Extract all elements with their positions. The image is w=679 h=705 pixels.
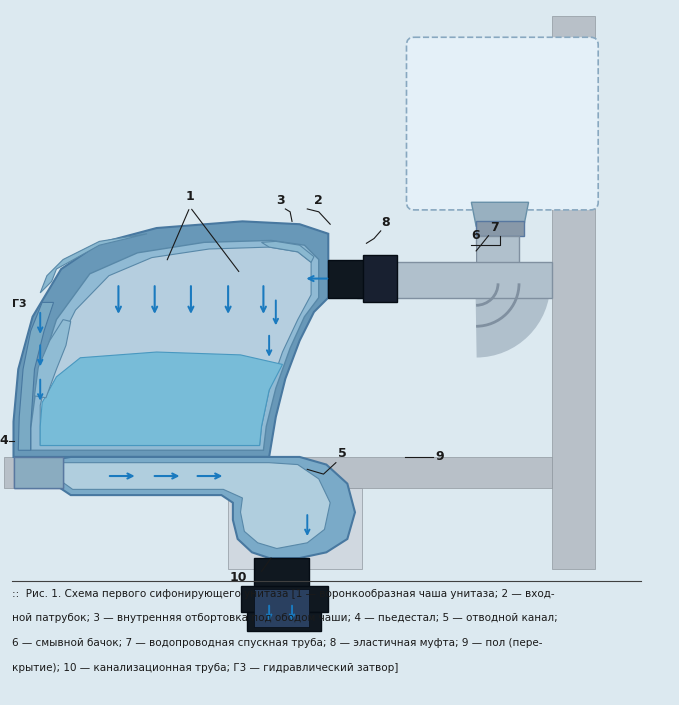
Polygon shape [240, 586, 328, 613]
Polygon shape [4, 457, 553, 489]
Polygon shape [328, 259, 367, 298]
Polygon shape [357, 262, 553, 298]
Polygon shape [49, 457, 355, 558]
Polygon shape [56, 462, 330, 548]
Polygon shape [471, 202, 528, 226]
Text: ::  Рис. 1. Схема первого сифонирующего унитаза [1 — воронкообразная чаша унитаз: :: Рис. 1. Схема первого сифонирующего у… [12, 589, 554, 599]
Text: 4: 4 [0, 434, 7, 447]
Polygon shape [40, 352, 282, 446]
Polygon shape [40, 247, 311, 446]
Polygon shape [261, 241, 314, 262]
Text: Г3: Г3 [12, 300, 26, 309]
Polygon shape [476, 221, 524, 235]
Text: 5: 5 [338, 447, 346, 460]
FancyBboxPatch shape [407, 37, 598, 210]
Polygon shape [35, 319, 71, 398]
Text: 6 — смывной бачок; 7 — водопроводная спускная труба; 8 — эластичная муфта; 9 — п: 6 — смывной бачок; 7 — водопроводная спу… [12, 638, 542, 648]
Polygon shape [31, 240, 318, 450]
Polygon shape [18, 302, 54, 450]
Text: ной патрубок; 3 — внутренняя отбортовка под ободом чаши; 4 — пьедестал; 5 — отво: ной патрубок; 3 — внутренняя отбортовка … [12, 613, 557, 623]
Polygon shape [363, 255, 397, 302]
Text: 2: 2 [314, 194, 323, 207]
Polygon shape [476, 235, 519, 283]
Polygon shape [14, 457, 63, 489]
Polygon shape [254, 558, 309, 589]
Text: 3: 3 [276, 194, 285, 207]
Polygon shape [553, 16, 595, 570]
Text: 7: 7 [490, 221, 499, 234]
Polygon shape [14, 221, 328, 457]
Text: 10: 10 [230, 571, 247, 584]
Polygon shape [254, 589, 309, 627]
Text: крытие); 10 — канализационная труба; Г3 — гидравлический затвор]: крытие); 10 — канализационная труба; Г3 … [12, 663, 398, 673]
Polygon shape [433, 245, 476, 283]
Polygon shape [40, 234, 147, 293]
Polygon shape [228, 489, 362, 570]
Text: 1: 1 [185, 190, 194, 203]
Polygon shape [14, 457, 63, 489]
Text: 9: 9 [435, 450, 443, 463]
Text: 8: 8 [382, 216, 390, 229]
Text: 6: 6 [471, 229, 480, 243]
Polygon shape [247, 613, 320, 632]
